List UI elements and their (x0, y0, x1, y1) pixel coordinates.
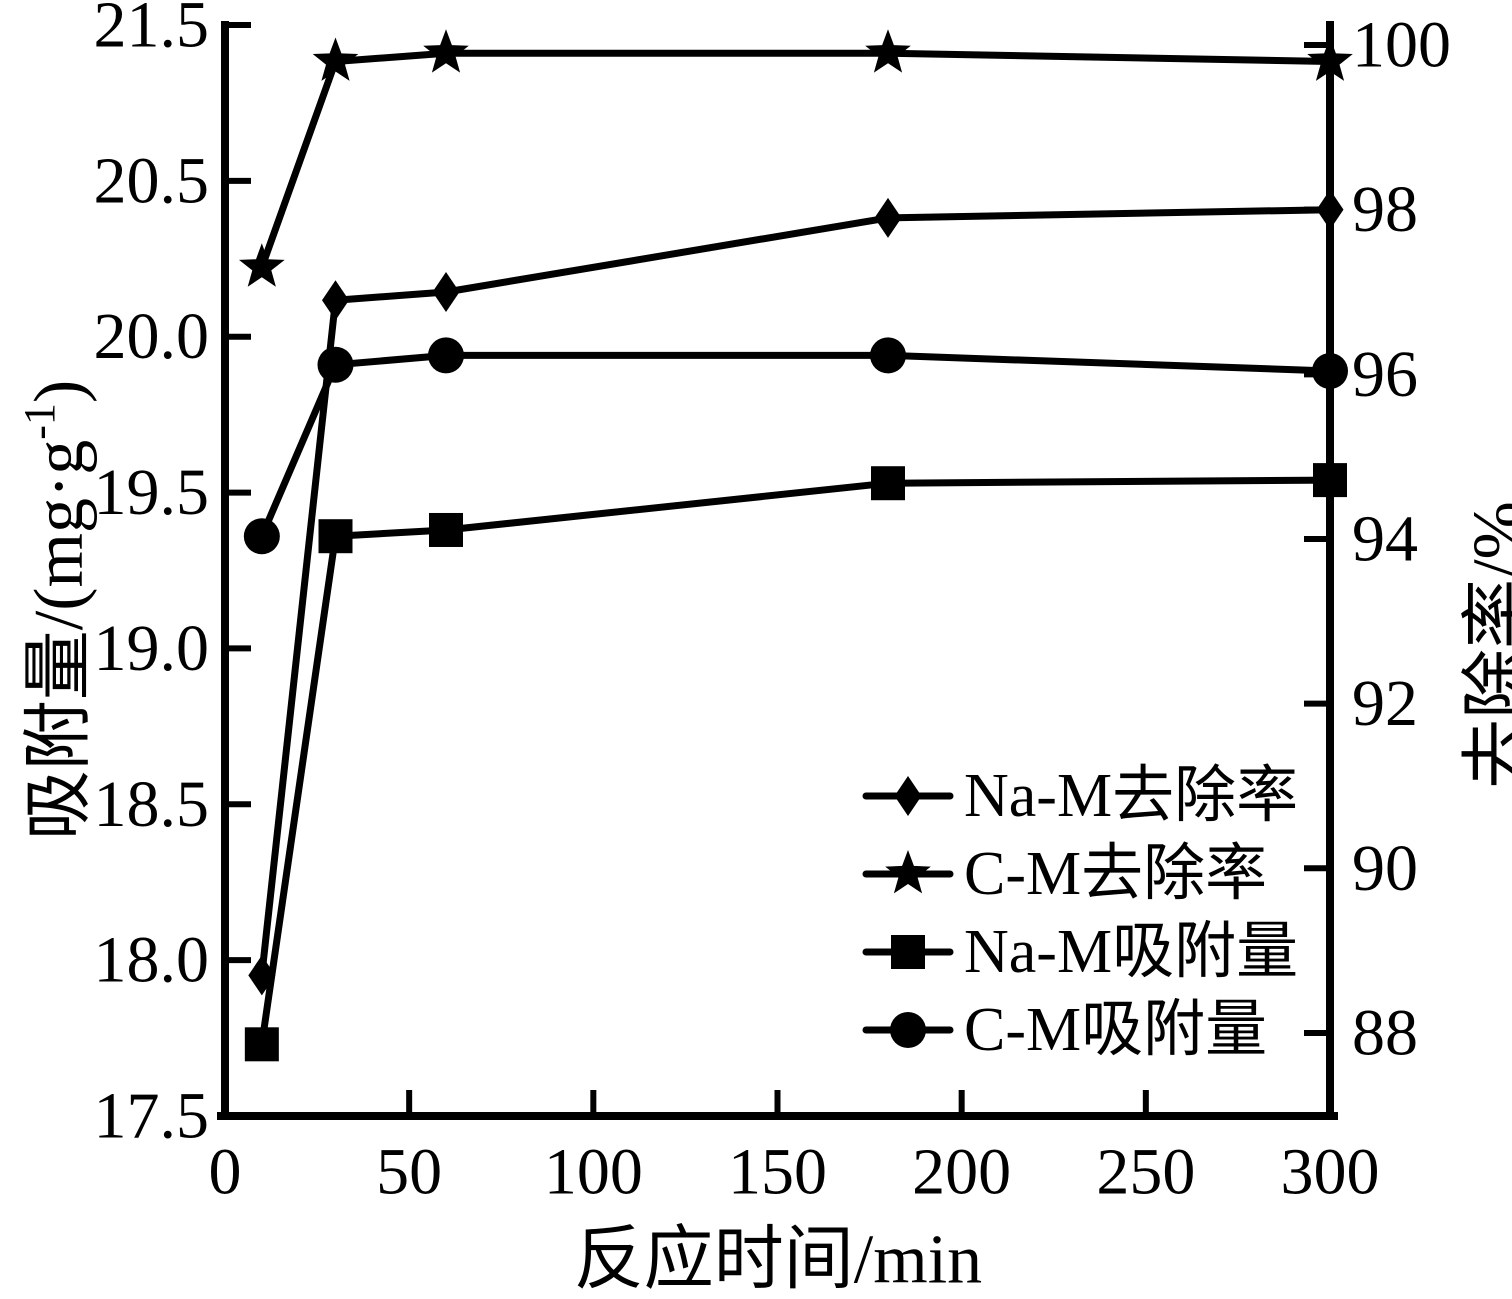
marker-diamond (1316, 189, 1344, 230)
y-right-tick-label: 88 (1352, 996, 1418, 1069)
marker-circle (317, 346, 354, 383)
x-tick-label: 250 (1096, 1136, 1195, 1209)
y-right-tick-label: 100 (1352, 9, 1451, 82)
marker-star (312, 37, 359, 81)
x-tick-label: 300 (1281, 1136, 1380, 1209)
marker-circle (428, 337, 464, 374)
y-left-tick-label: 18.5 (94, 768, 210, 841)
y-left-tick-label: 20.0 (94, 300, 210, 373)
legend-item-c-m-removal: C-M去除率 (862, 840, 1267, 908)
x-tick-label: 0 (209, 1136, 242, 1209)
series-line-c-m-adsorption (258, 351, 1334, 540)
legend-item-na-m-removal: Na-M去除率 (862, 762, 1298, 830)
series-na-m-adsorption (244, 463, 1347, 1062)
legend-item-na-m-adsorption: Na-M吸附量 (862, 918, 1298, 986)
legend-marker-diamond (894, 776, 922, 816)
legend-label: Na-M吸附量 (964, 918, 1298, 986)
y-right-tick-label: 98 (1352, 173, 1418, 246)
series-na-m-removal (248, 189, 1344, 996)
legend-marker-square (891, 935, 925, 969)
y-left-tick-label: 17.5 (94, 1080, 210, 1153)
y-right-tick-label: 94 (1352, 502, 1418, 575)
y-left-tick-label: 20.5 (94, 144, 210, 217)
marker-diamond (322, 280, 349, 321)
legend-item-c-m-adsorption: C-M吸附量 (862, 996, 1267, 1064)
y-left-tick-label: 18.0 (94, 924, 210, 997)
marker-square (429, 512, 463, 547)
series-c-m-adsorption (243, 337, 1348, 555)
marker-star (865, 29, 911, 73)
x-tick-label: 150 (728, 1136, 827, 1209)
legend-label: C-M吸附量 (964, 996, 1267, 1064)
y-right-tick-label: 90 (1352, 832, 1418, 905)
x-axis-title: 反应时间/min (574, 1222, 982, 1299)
marker-star (423, 29, 469, 73)
legend-label: C-M去除率 (964, 840, 1267, 908)
marker-square (244, 1027, 279, 1062)
marker-circle (1312, 353, 1348, 390)
marker-star (239, 243, 285, 287)
x-tick-label: 200 (912, 1136, 1011, 1209)
x-tick-label: 50 (376, 1136, 442, 1209)
marker-diamond (432, 271, 460, 312)
marker-diamond (874, 197, 902, 238)
marker-circle (870, 337, 906, 374)
y-left-tick-label: 21.5 (94, 0, 210, 62)
marker-square (318, 519, 353, 554)
marker-circle (243, 518, 280, 555)
y-right-tick-label: 96 (1352, 338, 1418, 411)
y-left-tick-label: 19.0 (94, 612, 210, 685)
marker-star (1307, 37, 1353, 81)
legend-marker-star (885, 850, 931, 894)
y-right-tick-label: 92 (1352, 667, 1418, 740)
y-right-axis-title: 去除率/% (1460, 501, 1512, 789)
y-left-axis-title: 吸附量/(mg·g-1) (15, 380, 98, 841)
x-tick-label: 100 (544, 1136, 643, 1209)
legend-marker-circle (890, 1012, 926, 1048)
y-left-tick-label: 19.5 (94, 456, 210, 529)
marker-square (1313, 463, 1347, 498)
marker-square (871, 466, 905, 501)
legend-label: Na-M去除率 (964, 762, 1298, 830)
series-c-m-removal (239, 29, 1353, 287)
legend: Na-M去除率 C-M去除率 Na-M吸附量 C-M吸附量 (862, 762, 1298, 1064)
